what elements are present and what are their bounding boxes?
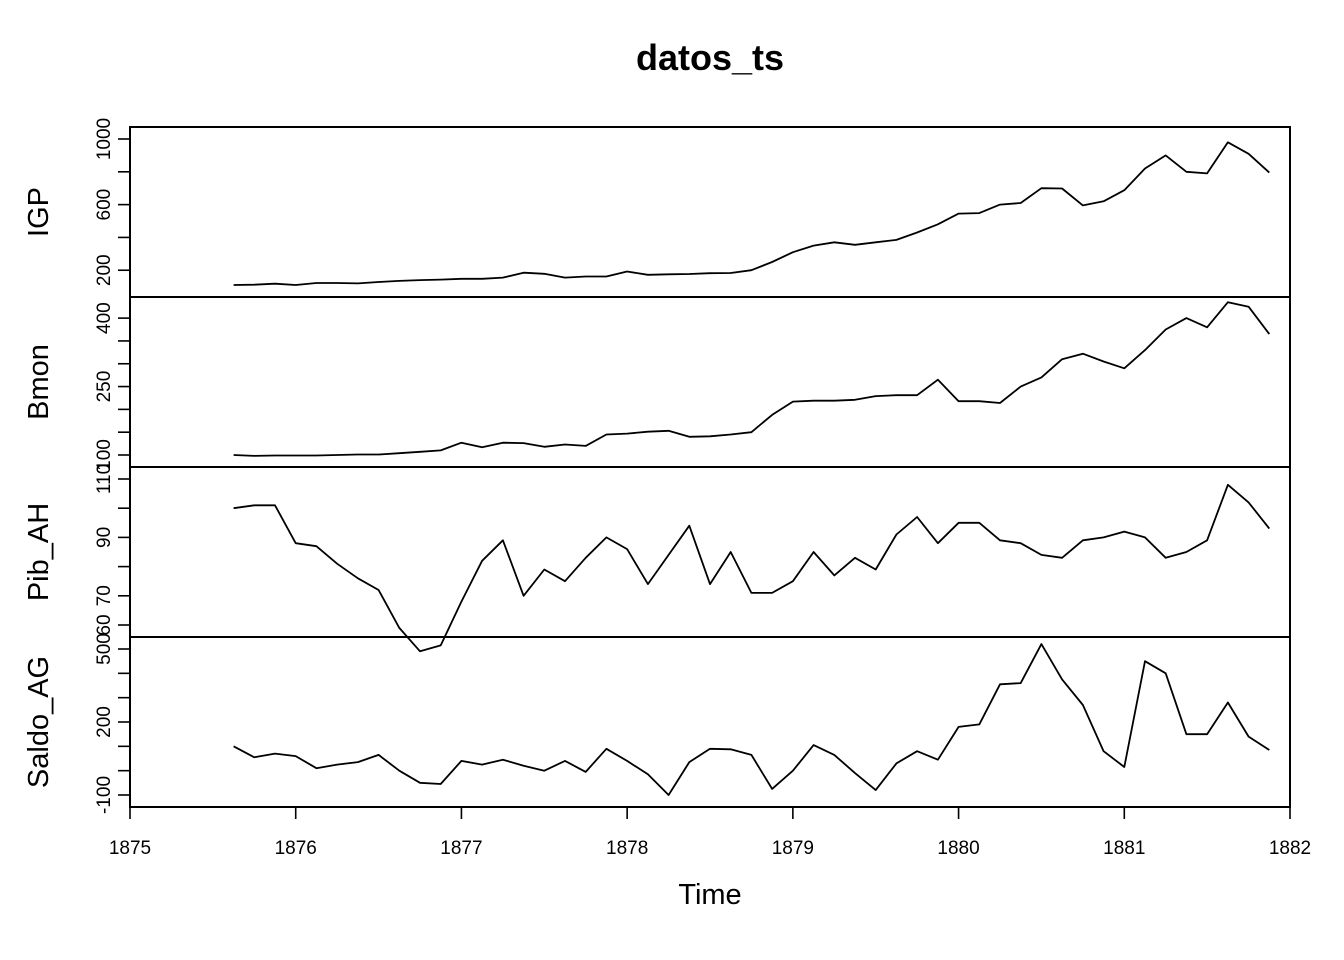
- x-tick-label: 1882: [1269, 838, 1311, 859]
- y-tick-label: 200: [94, 706, 115, 738]
- y-tick-label: 1000: [94, 118, 115, 160]
- x-axis: 1875 1876 1877 1878 1879 1880 1881 1882: [109, 807, 1311, 859]
- panel-frame: [129, 296, 1291, 468]
- panel-Pib_AH: 60 70 90 110 Pib_AH: [23, 464, 1291, 653]
- x-axis-label: Time: [678, 879, 741, 911]
- y-tick-label: 250: [94, 371, 115, 403]
- chart-title: datos_ts: [636, 37, 784, 78]
- y-tick-label: 110: [94, 464, 115, 494]
- y-tick-label: 90: [94, 527, 115, 548]
- x-tick-label: 1878: [606, 838, 648, 859]
- y-axis-label: Bmon: [23, 344, 55, 420]
- y-tick-label: 400: [94, 302, 115, 334]
- x-tick-label: 1881: [1103, 838, 1145, 859]
- x-tick-label: 1875: [109, 838, 151, 859]
- series-line-Saldo_AG: [233, 643, 1270, 796]
- x-tick-label: 1877: [440, 838, 482, 859]
- y-axis-label: Pib_AH: [23, 503, 55, 601]
- panel-frame: [129, 126, 1291, 298]
- panels-group: 200 600 1000 IGP 100 250 400 Bmon 60 70 90 110 Pib_A…: [23, 118, 1291, 814]
- y-tick-label: 500: [94, 633, 115, 665]
- panel-IGP: 200 600 1000 IGP: [23, 118, 1291, 298]
- panel-frame: [129, 636, 1291, 808]
- y-tick-label: 60: [94, 614, 115, 635]
- y-tick-label: 100: [94, 439, 115, 471]
- y-axis-label: Saldo_AG: [23, 656, 55, 788]
- x-tick-label: 1876: [275, 838, 317, 859]
- x-tick-label: 1879: [772, 838, 814, 859]
- series-line-IGP: [233, 141, 1270, 286]
- series-line-Pib_AH: [233, 483, 1271, 653]
- y-tick-label: 200: [94, 254, 115, 286]
- series-line-Bmon: [233, 301, 1271, 457]
- x-tick-label: 1880: [937, 838, 979, 859]
- y-tick-label: -100: [94, 776, 115, 814]
- panel-Bmon: 100 250 400 Bmon: [23, 296, 1291, 471]
- panel-Saldo_AG: -100 200 500 Saldo_AG: [23, 633, 1291, 814]
- y-axis-label: IGP: [23, 187, 55, 237]
- y-tick-label: 600: [94, 189, 115, 221]
- panel-frame: [129, 466, 1291, 638]
- y-tick-label: 70: [94, 585, 115, 606]
